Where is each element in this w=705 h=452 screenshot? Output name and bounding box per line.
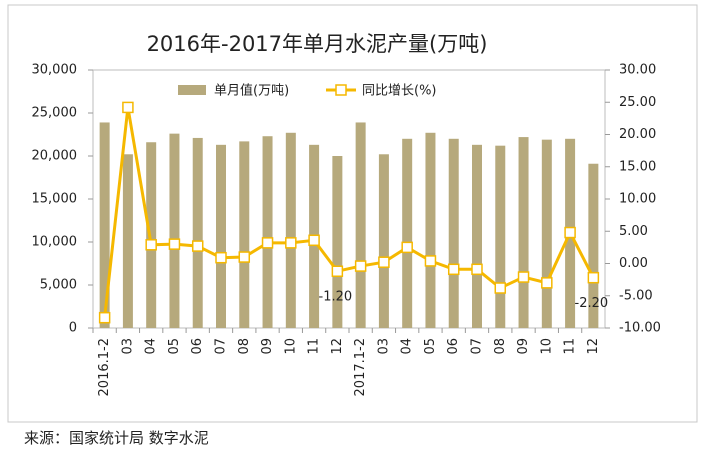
line-marker (191, 240, 204, 252)
line-marker (517, 271, 530, 283)
legend-label: 同比增长(%) (362, 84, 437, 99)
bar (99, 122, 110, 329)
y2-tick-label: 10.00 (619, 192, 656, 207)
line (103, 107, 595, 318)
x-tick-label: 2017.1-2 (353, 338, 368, 396)
y-tick-label: 30,000 (32, 63, 78, 78)
line-marker (261, 237, 274, 249)
bar (192, 137, 203, 328)
y2-tick-label: 0.00 (619, 256, 648, 271)
line-marker (122, 101, 134, 114)
line-marker (98, 311, 111, 324)
y-tick-label: 20,000 (32, 149, 78, 164)
y-tick-label: 15,000 (32, 192, 78, 207)
y2-tick-label: 15.00 (619, 159, 656, 174)
line-marker (541, 277, 553, 289)
y-tick-label: 25,000 (32, 106, 78, 121)
x-tick-label: 11 (563, 338, 578, 355)
x-tick-label: 03 (120, 338, 135, 355)
bar (402, 138, 413, 328)
x-tick-label: 12 (586, 338, 601, 355)
line-marker (401, 241, 413, 254)
x-tick-label: 03 (376, 338, 391, 355)
line-marker (424, 255, 437, 267)
bar (146, 142, 157, 328)
x-tick-label: 04 (400, 338, 415, 355)
line-marker (145, 239, 157, 251)
y2-tick-label: -5.00 (619, 288, 653, 303)
x-tick-label: 09 (516, 338, 531, 355)
line-marker (564, 226, 576, 239)
chart-title: 2016年-2017年单月水泥产量(万吨) (147, 32, 488, 56)
bar (262, 136, 273, 328)
y-tick-label: 5,000 (40, 278, 77, 293)
line-marker (354, 260, 367, 272)
y2-tick-label: 30.00 (619, 63, 656, 78)
chart-frame (7, 4, 698, 423)
data-label: -1.20 (319, 290, 353, 305)
x-tick-label: 10 (283, 338, 298, 355)
data-label: -2.20 (575, 296, 609, 311)
bar (378, 154, 389, 328)
x-tick-label: 06 (446, 338, 461, 355)
line-marker (285, 237, 297, 249)
bar (355, 122, 366, 329)
line-marker (494, 282, 507, 294)
line-marker (238, 251, 251, 263)
x-tick-label: 09 (260, 338, 275, 355)
y-tick-label: 10,000 (32, 235, 78, 250)
y2-tick-label: 25.00 (619, 95, 656, 110)
x-tick-label: 07 (470, 338, 485, 355)
legend-swatch (178, 85, 206, 95)
line-marker (331, 265, 344, 277)
x-tick-label: 12 (330, 338, 345, 355)
line-marker (471, 263, 483, 276)
x-tick-label: 08 (493, 338, 508, 355)
x-tick-label: 08 (237, 338, 252, 355)
x-tick-label: 05 (423, 338, 438, 355)
legend-marker (335, 84, 347, 96)
bar (216, 144, 226, 328)
bar (169, 133, 180, 328)
bar (495, 145, 506, 328)
legend-label: 单月值(万吨) (214, 83, 289, 99)
line-marker (378, 256, 390, 268)
line-marker (308, 234, 320, 247)
bar (448, 138, 459, 328)
bar (122, 154, 133, 328)
y2-tick-label: -10.00 (619, 321, 661, 336)
line-marker (215, 251, 227, 264)
bar (541, 139, 552, 328)
x-tick-label: 11 (307, 338, 322, 355)
bar (472, 144, 482, 328)
bar (588, 163, 599, 328)
line-marker (168, 238, 181, 250)
x-tick-label: 06 (190, 338, 205, 355)
y-tick-label: 0 (69, 321, 77, 336)
y2-tick-label: 20.00 (619, 127, 656, 142)
bar (239, 141, 250, 328)
line-marker (447, 263, 460, 276)
x-tick-label: 04 (144, 338, 159, 355)
x-tick-label: 05 (167, 338, 182, 355)
bar (285, 132, 296, 328)
bar (332, 156, 343, 328)
x-tick-label: 10 (539, 338, 554, 355)
bar (518, 137, 529, 328)
source: 来源：国家统计局 数字水泥 (24, 429, 209, 447)
x-tick-label: 07 (214, 338, 229, 355)
bar (425, 132, 436, 328)
x-tick-label: 2016.1-2 (97, 338, 112, 396)
y2-tick-label: 5.00 (619, 224, 648, 239)
line-marker (587, 271, 600, 284)
